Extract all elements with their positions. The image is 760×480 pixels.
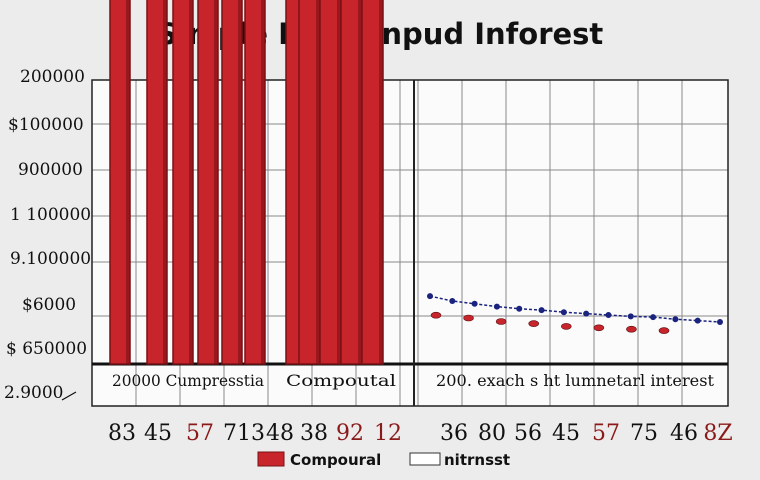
y-tick-label: $6000	[22, 295, 76, 315]
legend-swatch	[257, 451, 285, 467]
y-tick-label: 200000	[20, 67, 85, 87]
x-tick-label: 92	[336, 421, 364, 446]
line-point	[538, 307, 545, 314]
marker-point	[593, 324, 605, 332]
line-point	[560, 309, 567, 316]
line-point	[427, 293, 433, 300]
line-point	[516, 305, 523, 312]
x-tick-label: 46	[670, 421, 698, 446]
legend-swatch	[409, 452, 441, 466]
bar-shade	[163, 0, 167, 364]
legend-label: nitrnsst	[444, 451, 510, 469]
y-tick-label: $ 650000	[6, 339, 87, 359]
x-tick-label: 48	[266, 421, 294, 446]
bar-shade	[337, 0, 341, 364]
bar	[197, 0, 219, 365]
y-tick-label: 9.100000	[10, 249, 91, 269]
x-tick-label: 57	[186, 421, 214, 446]
y-tick-label: 900000	[18, 160, 83, 180]
bar	[172, 0, 194, 365]
line-point	[449, 298, 456, 304]
x-tick-label: 36	[440, 421, 468, 446]
line-point	[650, 314, 657, 321]
bar	[298, 0, 321, 365]
x-tick-label: 8Z	[703, 421, 732, 446]
bar-shade	[214, 0, 218, 364]
line-point	[694, 317, 701, 324]
line-point	[605, 312, 612, 318]
bar	[361, 0, 384, 365]
line-point	[471, 300, 478, 307]
x-tick-label: 12	[374, 421, 402, 446]
x-tick-label: 713	[223, 421, 265, 446]
x-tick-label: 83	[108, 421, 136, 446]
panel-caption: 20000 Cumpresstia	[112, 371, 264, 390]
bar-shade	[358, 0, 362, 364]
y-tick-label: 1 100000	[10, 205, 91, 225]
bar-shade	[379, 0, 383, 364]
line-point	[493, 303, 500, 310]
bar-shade	[126, 0, 130, 364]
marker-point	[430, 311, 442, 319]
bar	[244, 0, 266, 365]
bar-shade	[238, 0, 242, 364]
marker-point	[528, 320, 540, 327]
panel-caption: 200. exach s ht lumnetarl interest	[436, 371, 715, 390]
x-tick-label: 80	[478, 421, 506, 446]
x-tick-label: 56	[514, 421, 542, 446]
bar	[146, 0, 168, 365]
line-point	[583, 310, 590, 317]
y-tick-label: 2.9000	[4, 383, 63, 403]
line-point	[717, 319, 723, 325]
x-tick-label: 75	[630, 421, 658, 446]
marker-point	[626, 325, 637, 333]
marker-point	[463, 314, 474, 322]
bar-shade	[189, 0, 193, 364]
marker-point	[658, 327, 670, 334]
marker-point	[560, 323, 572, 330]
x-tick-label: 45	[552, 421, 580, 446]
bar	[319, 0, 342, 365]
panel-caption: Compoutal	[286, 371, 396, 390]
y-tick-label: $100000	[8, 115, 84, 135]
line-point	[627, 313, 634, 320]
y-tick-mark	[61, 391, 77, 401]
x-tick-label: 38	[300, 421, 328, 446]
bar-shade	[316, 0, 320, 364]
x-tick-label: 45	[144, 421, 172, 446]
legend-label: Compoural	[290, 451, 381, 469]
bar-shade	[261, 0, 265, 364]
bar	[340, 0, 363, 365]
bar	[109, 0, 131, 365]
bar	[221, 0, 243, 365]
plot-frame	[91, 79, 729, 407]
marker-point	[495, 318, 507, 325]
x-tick-label: 57	[592, 421, 620, 446]
series-line	[429, 295, 721, 323]
line-point	[672, 316, 679, 323]
